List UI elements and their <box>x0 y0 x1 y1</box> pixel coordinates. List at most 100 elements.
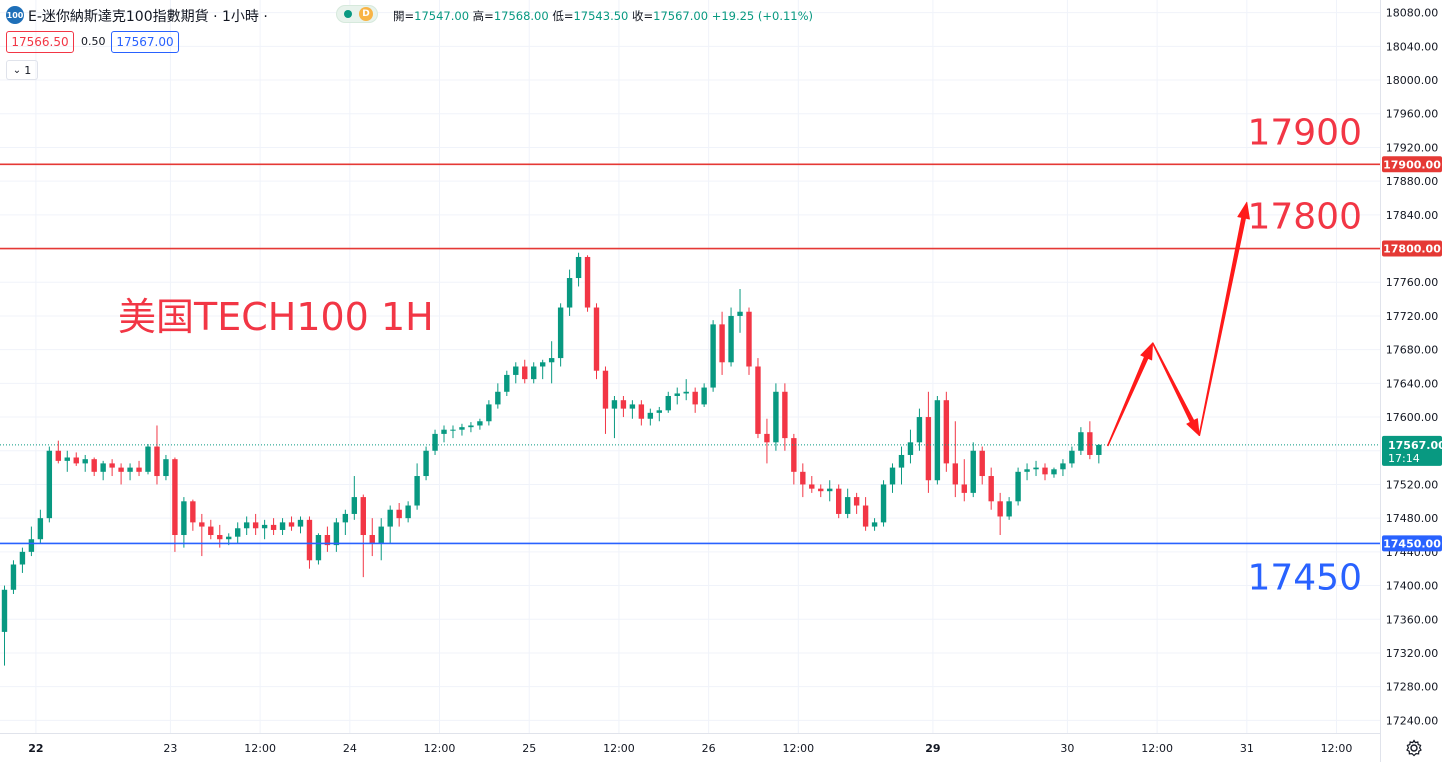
time-tick-label: 22 <box>28 742 43 755</box>
level-price-tag-text: 17800.00 <box>1383 243 1441 256</box>
candle <box>217 524 223 548</box>
candle <box>728 307 734 367</box>
price-tick-label: 17640.00 <box>1386 377 1439 390</box>
candle <box>279 518 286 536</box>
level-annotation-17450[interactable]: 17450 <box>1247 557 1362 598</box>
price-axis[interactable]: 18080.00 18040.00 18000.00 17960.00 17920.00… <box>1380 0 1444 762</box>
price-tick-label: 17320.00 <box>1386 647 1439 660</box>
settings-gear-icon[interactable] <box>1404 738 1424 758</box>
projection-arrow[interactable] <box>1107 342 1154 447</box>
candle <box>91 457 97 477</box>
candle <box>1087 421 1093 460</box>
candle <box>459 423 465 436</box>
price-tick-label: 17960.00 <box>1386 108 1439 121</box>
candle-body <box>127 467 133 472</box>
candle <box>710 320 716 392</box>
ohlc-change-value: +19.25 (+0.11%) <box>711 9 814 23</box>
candle-body <box>306 519 313 561</box>
chart-title-annotation[interactable]: 美国TECH100 1H <box>118 295 434 339</box>
candle <box>674 387 680 405</box>
candle-body <box>145 446 151 472</box>
ohlc-open-label: 開= <box>393 9 415 23</box>
level-price-tag[interactable]: 17450.00 <box>1382 535 1442 552</box>
last-price-countdown: 17:14 <box>1388 452 1420 465</box>
candle-body <box>100 463 106 472</box>
indicator-count: 1 <box>24 63 32 77</box>
candle <box>575 252 582 287</box>
candle-body <box>665 395 671 411</box>
candle <box>620 395 627 418</box>
candle-body <box>656 410 662 413</box>
candle-body <box>378 526 384 544</box>
horizontal-levels[interactable]: 17900 17800 17450 <box>0 112 1380 598</box>
level-price-tag[interactable]: 17800.00 <box>1382 240 1442 257</box>
candle-body <box>1096 444 1102 455</box>
candle-body <box>109 463 115 468</box>
candle-body <box>943 400 950 464</box>
candle <box>773 383 779 451</box>
sell-price-button[interactable]: 17566.50 <box>6 31 74 53</box>
candle-body <box>692 391 698 405</box>
projection-arrow[interactable] <box>1151 342 1200 436</box>
candle-body <box>862 505 869 527</box>
candle <box>656 406 662 422</box>
candle-body <box>548 358 555 363</box>
price-tick-label: 17880.00 <box>1386 175 1439 188</box>
candle <box>961 459 967 502</box>
candle-body <box>342 513 349 523</box>
candle <box>378 518 384 561</box>
level-annotation-17800[interactable]: 17800 <box>1247 197 1362 238</box>
candle-body <box>199 522 205 527</box>
candle-body <box>369 535 375 544</box>
candle-body <box>64 457 70 461</box>
candle-body <box>1024 469 1030 472</box>
candle <box>396 502 402 527</box>
candle-body <box>261 524 268 529</box>
candle <box>333 518 340 552</box>
candle-body <box>916 417 923 443</box>
candle <box>611 395 618 439</box>
candle-body <box>602 370 609 409</box>
candle <box>432 429 438 455</box>
time-tick-label: 12:00 <box>1141 742 1173 755</box>
price-tick-label: 18040.00 <box>1386 40 1439 53</box>
candle <box>297 516 304 534</box>
level-price-tag-bg <box>1382 535 1442 552</box>
candle-body <box>82 459 88 464</box>
candle <box>1 585 8 666</box>
candle-body <box>773 391 779 443</box>
level-price-tag[interactable]: 17900.00 <box>1382 156 1442 173</box>
candle-body <box>952 463 959 485</box>
buy-price-button[interactable]: 17567.00 <box>111 31 179 53</box>
projection-arrow[interactable] <box>1198 201 1250 437</box>
candle-body <box>647 412 654 419</box>
candle-body <box>504 374 510 392</box>
level-annotation-17900[interactable]: 17900 <box>1247 112 1362 153</box>
indicators-toggle[interactable]: ⌄ 1 <box>6 60 38 80</box>
price-tick-label: 17680.00 <box>1386 344 1439 357</box>
candle <box>324 526 331 552</box>
candle-body <box>37 518 44 540</box>
ohlc-high-label: 高= <box>472 9 494 23</box>
time-axis[interactable]: 22 23 12:00 24 12:00 25 12:00 26 12:00 29 30 12:00 3… <box>0 733 1380 762</box>
candle-body <box>853 497 860 506</box>
candle <box>441 425 447 443</box>
candle <box>136 460 142 477</box>
candle-body <box>997 501 1003 517</box>
candle-body <box>737 311 743 316</box>
market-status-pill[interactable]: D <box>336 5 378 23</box>
market-open-dot-icon <box>344 10 352 18</box>
symbol-title[interactable]: E-迷你納斯達克100指數期貨 · 1小時 · <box>28 9 268 25</box>
candle <box>692 387 698 413</box>
time-tick-label: 12:00 <box>782 742 814 755</box>
candle-body <box>818 488 824 492</box>
chevron-down-icon: ⌄ <box>12 64 22 76</box>
candle <box>46 446 53 523</box>
price-tick-label: 17520.00 <box>1386 478 1439 491</box>
candle-body <box>566 278 573 308</box>
candle-body <box>136 467 142 472</box>
projection-arrows[interactable] <box>1107 201 1250 447</box>
candle-body <box>979 450 985 477</box>
